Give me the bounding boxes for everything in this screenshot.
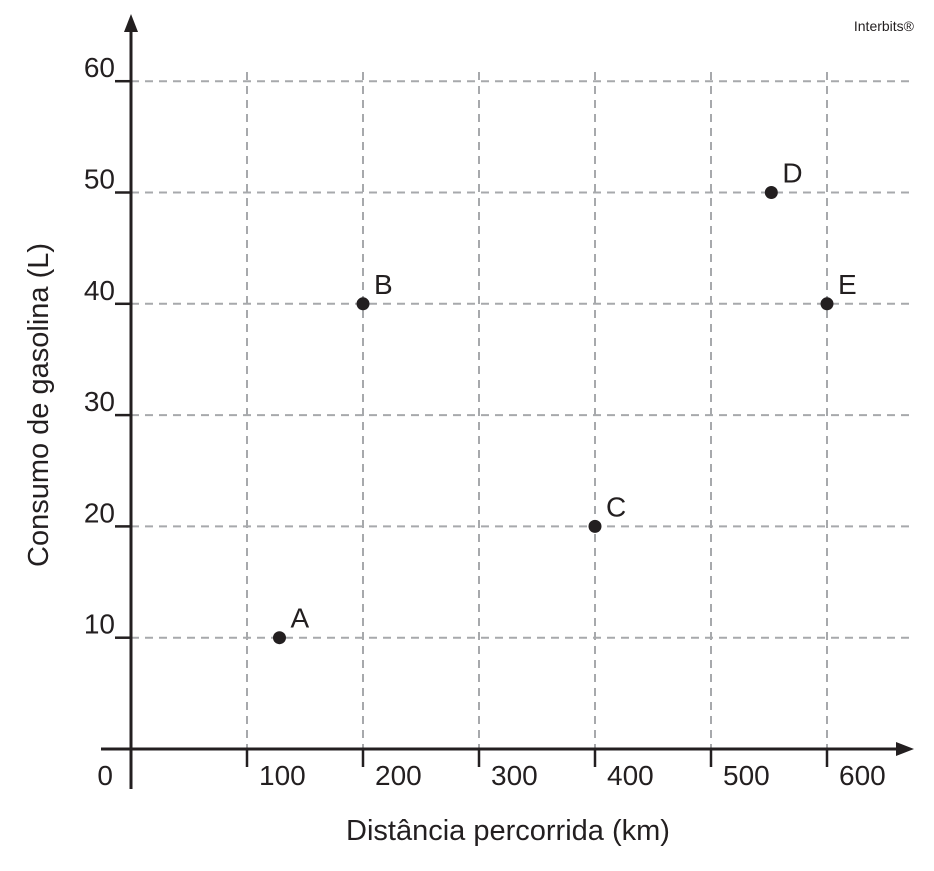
point-label-d: D — [782, 158, 802, 189]
y-tick-label: 50 — [84, 164, 115, 195]
y-axis-label: Consumo de gasolina (L) — [23, 243, 55, 567]
y-tick-label: 30 — [84, 386, 115, 417]
x-tick-label: 400 — [607, 760, 654, 791]
point-label-b: B — [374, 269, 393, 300]
x-tick-label: 500 — [723, 760, 770, 791]
grid-lines — [131, 72, 912, 749]
x-tick-label: 300 — [491, 760, 538, 791]
tick-marks: 10 20 30 40 50 60 100 200 300 400 500 600 0 — [84, 52, 886, 791]
point-label-c: C — [606, 491, 626, 522]
origin-label: 0 — [97, 760, 113, 791]
x-axis-arrow — [896, 742, 914, 756]
y-tick-label: 40 — [84, 275, 115, 306]
y-axis-arrow — [124, 14, 138, 32]
y-tick-label: 60 — [84, 52, 115, 83]
x-axis-label: Distância percorrida (km) — [346, 815, 670, 847]
axes — [101, 14, 914, 789]
data-point-c — [588, 519, 602, 533]
point-label-e: E — [838, 269, 857, 300]
point-label-a: A — [290, 603, 309, 634]
y-tick-label: 10 — [84, 609, 115, 640]
x-tick-label: 100 — [259, 760, 306, 791]
watermark: Interbits® — [853, 18, 914, 34]
data-point-a — [272, 631, 286, 645]
data-point-d — [764, 186, 778, 199]
y-tick-label: 20 — [84, 497, 115, 528]
x-tick-label: 600 — [839, 760, 886, 791]
data-point-b — [356, 297, 370, 311]
data-points: A B C D E — [272, 158, 857, 645]
data-point-e — [820, 297, 834, 311]
x-tick-label: 200 — [375, 760, 422, 791]
